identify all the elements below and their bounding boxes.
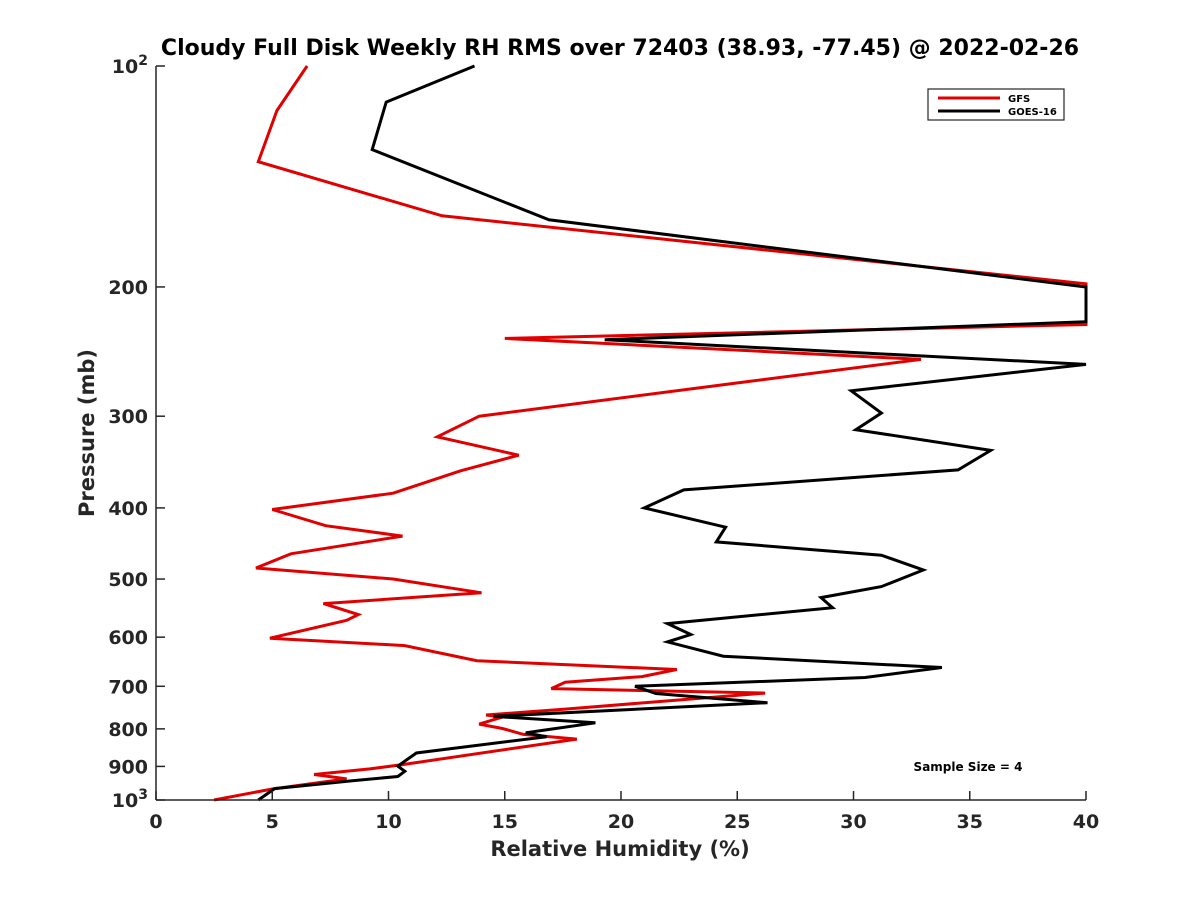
y-tick-exponent: 2 bbox=[138, 53, 148, 69]
y-tick-label: 500 bbox=[108, 569, 148, 591]
legend-label: GFS bbox=[1008, 94, 1030, 105]
x-ticks: 0 5 10 15 20 25 30 35 40 bbox=[149, 791, 1099, 833]
x-tick-label: 0 bbox=[149, 811, 162, 833]
x-tick-label: 15 bbox=[492, 811, 518, 833]
y-tick-exponent: 3 bbox=[138, 787, 148, 803]
x-tick-label: 40 bbox=[1073, 811, 1099, 833]
series-line-gfs bbox=[213, 65, 1088, 802]
x-tick-label: 35 bbox=[957, 811, 983, 833]
legend-box bbox=[927, 88, 1065, 121]
plot-lines bbox=[213, 64, 1088, 802]
legend-label: GOES-16 bbox=[1008, 107, 1057, 118]
y-axis-label: Pressure (mb) bbox=[75, 349, 99, 517]
y-tick-label: 103 bbox=[112, 787, 148, 812]
x-tick-label: 5 bbox=[266, 811, 279, 833]
x-tick-label: 30 bbox=[840, 811, 866, 833]
y-tick-label: 800 bbox=[108, 719, 148, 741]
y-tick-label: 400 bbox=[108, 498, 148, 520]
chart-title: Cloudy Full Disk Weekly RH RMS over 7240… bbox=[161, 36, 1079, 61]
x-tick-label: 20 bbox=[608, 811, 634, 833]
y-tick-label: 900 bbox=[108, 756, 148, 778]
y-tick-label: 200 bbox=[108, 277, 148, 299]
legend: GFS GOES-16 bbox=[927, 88, 1065, 121]
series-line-goes-16 bbox=[257, 64, 1088, 802]
y-tick-label: 600 bbox=[108, 627, 148, 649]
y-tick-label: 102 bbox=[112, 53, 148, 78]
y-tick-label: 300 bbox=[108, 406, 148, 428]
x-axis-label: Relative Humidity (%) bbox=[490, 837, 749, 861]
x-tick-label: 10 bbox=[375, 811, 401, 833]
sample-size-annotation: Sample Size = 4 bbox=[914, 760, 1023, 774]
x-tick-label: 25 bbox=[724, 811, 750, 833]
y-tick-label: 700 bbox=[108, 676, 148, 698]
y-ticks: 102 200 300 400 500 600 700 800 900 103 bbox=[108, 53, 165, 812]
